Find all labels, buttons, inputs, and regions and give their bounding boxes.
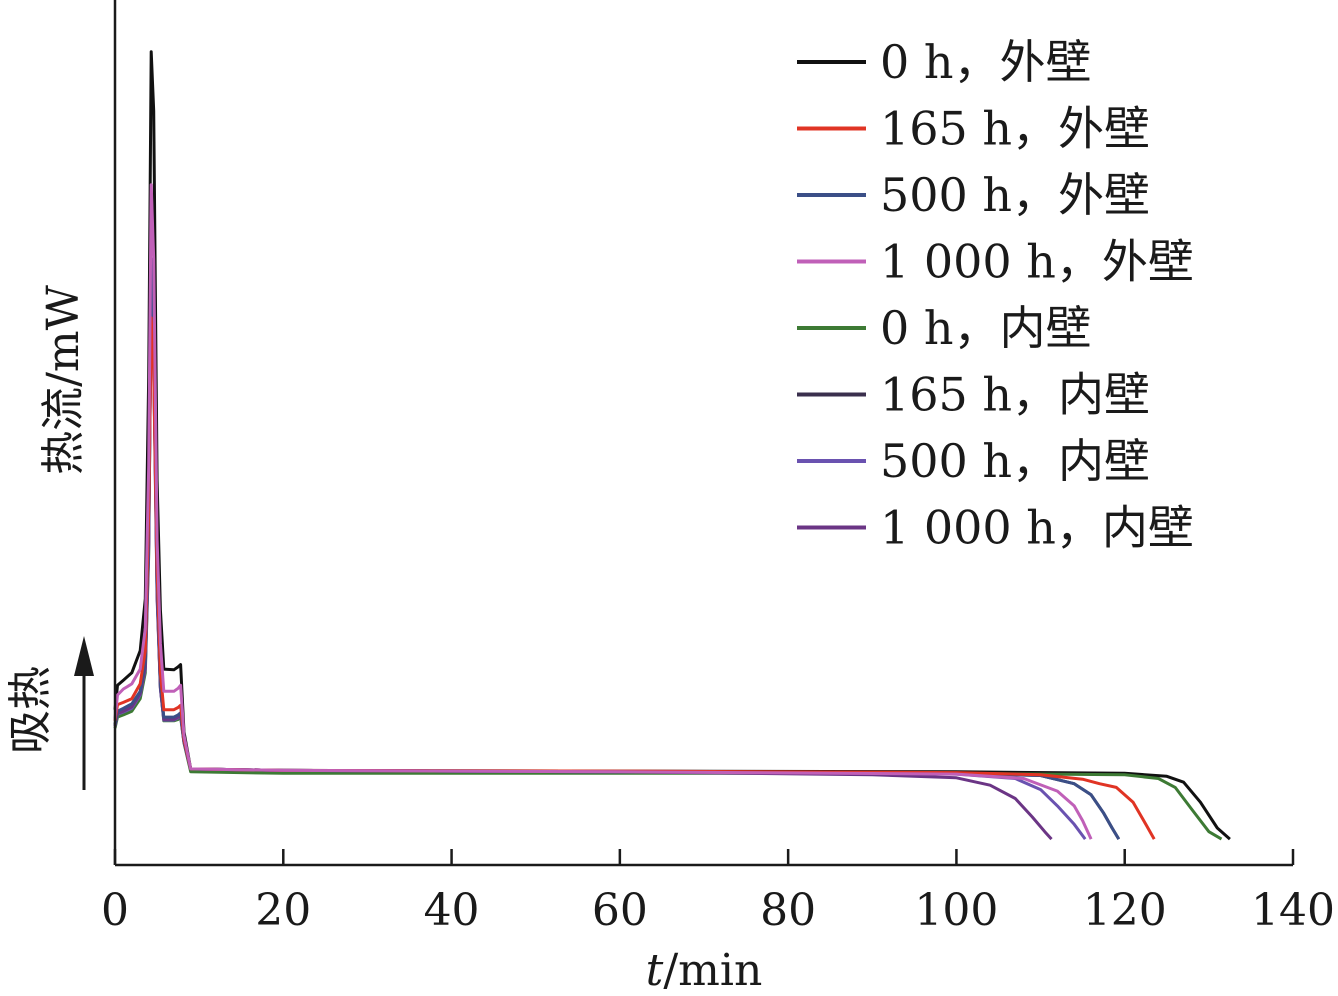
series-line xyxy=(113,257,1121,840)
x-tick-label: 100 xyxy=(914,885,998,936)
endothermic-indicator: 吸热 xyxy=(5,636,94,790)
x-axis-title-variable: t xyxy=(646,945,664,996)
x-tick-label: 60 xyxy=(592,885,648,936)
x-tick-label: 120 xyxy=(1083,885,1167,936)
axes: 0 20 40 60 80 100 120 140 xyxy=(101,0,1335,936)
legend-item: 165 h，内壁 xyxy=(797,368,1150,422)
legend-item: 0 h，内壁 xyxy=(797,301,1092,355)
legend-label: 1 000 h，外壁 xyxy=(880,235,1194,289)
series-lines xyxy=(113,50,1231,841)
legend-label: 1 000 h，内壁 xyxy=(880,501,1194,555)
series-line xyxy=(113,272,1121,840)
x-tick-label: 0 xyxy=(101,885,129,936)
series-line xyxy=(113,183,1093,840)
x-axis-title-unit: /min xyxy=(663,945,762,996)
x-axis-title: t/min xyxy=(646,945,763,996)
legend-item: 500 h，内壁 xyxy=(797,434,1150,488)
legend-item: 1 000 h，外壁 xyxy=(797,235,1194,289)
legend-label: 0 h，内壁 xyxy=(880,301,1092,355)
legend-item: 0 h，外壁 xyxy=(797,35,1092,89)
legend-label: 165 h，外壁 xyxy=(880,102,1150,156)
legend-label: 500 h，外壁 xyxy=(880,168,1150,222)
legend: 0 h，外壁 165 h，外壁 500 h，外壁 1 000 h，外壁 0 h，内壁 16… xyxy=(797,35,1194,555)
x-tick-label: 20 xyxy=(255,885,311,936)
x-tick-label: 80 xyxy=(760,885,816,936)
x-tick-label: 140 xyxy=(1251,885,1335,936)
legend-label: 165 h，内壁 xyxy=(880,368,1150,422)
legend-item: 500 h，外壁 xyxy=(797,168,1150,222)
endothermic-label: 吸热 xyxy=(5,666,56,754)
legend-label: 500 h，内壁 xyxy=(880,434,1150,488)
series-line xyxy=(113,50,1231,841)
legend-item: 1 000 h，内壁 xyxy=(797,501,1194,555)
endothermic-arrow-head xyxy=(74,636,94,676)
legend-label: 0 h，外壁 xyxy=(880,35,1092,89)
legend-item: 165 h，外壁 xyxy=(797,102,1150,156)
x-tick-label: 40 xyxy=(424,885,480,936)
x-axis-ticks: 0 20 40 60 80 100 120 140 xyxy=(101,849,1335,936)
series-line xyxy=(113,316,1156,840)
y-axis-title: 热流/mW xyxy=(38,284,89,475)
